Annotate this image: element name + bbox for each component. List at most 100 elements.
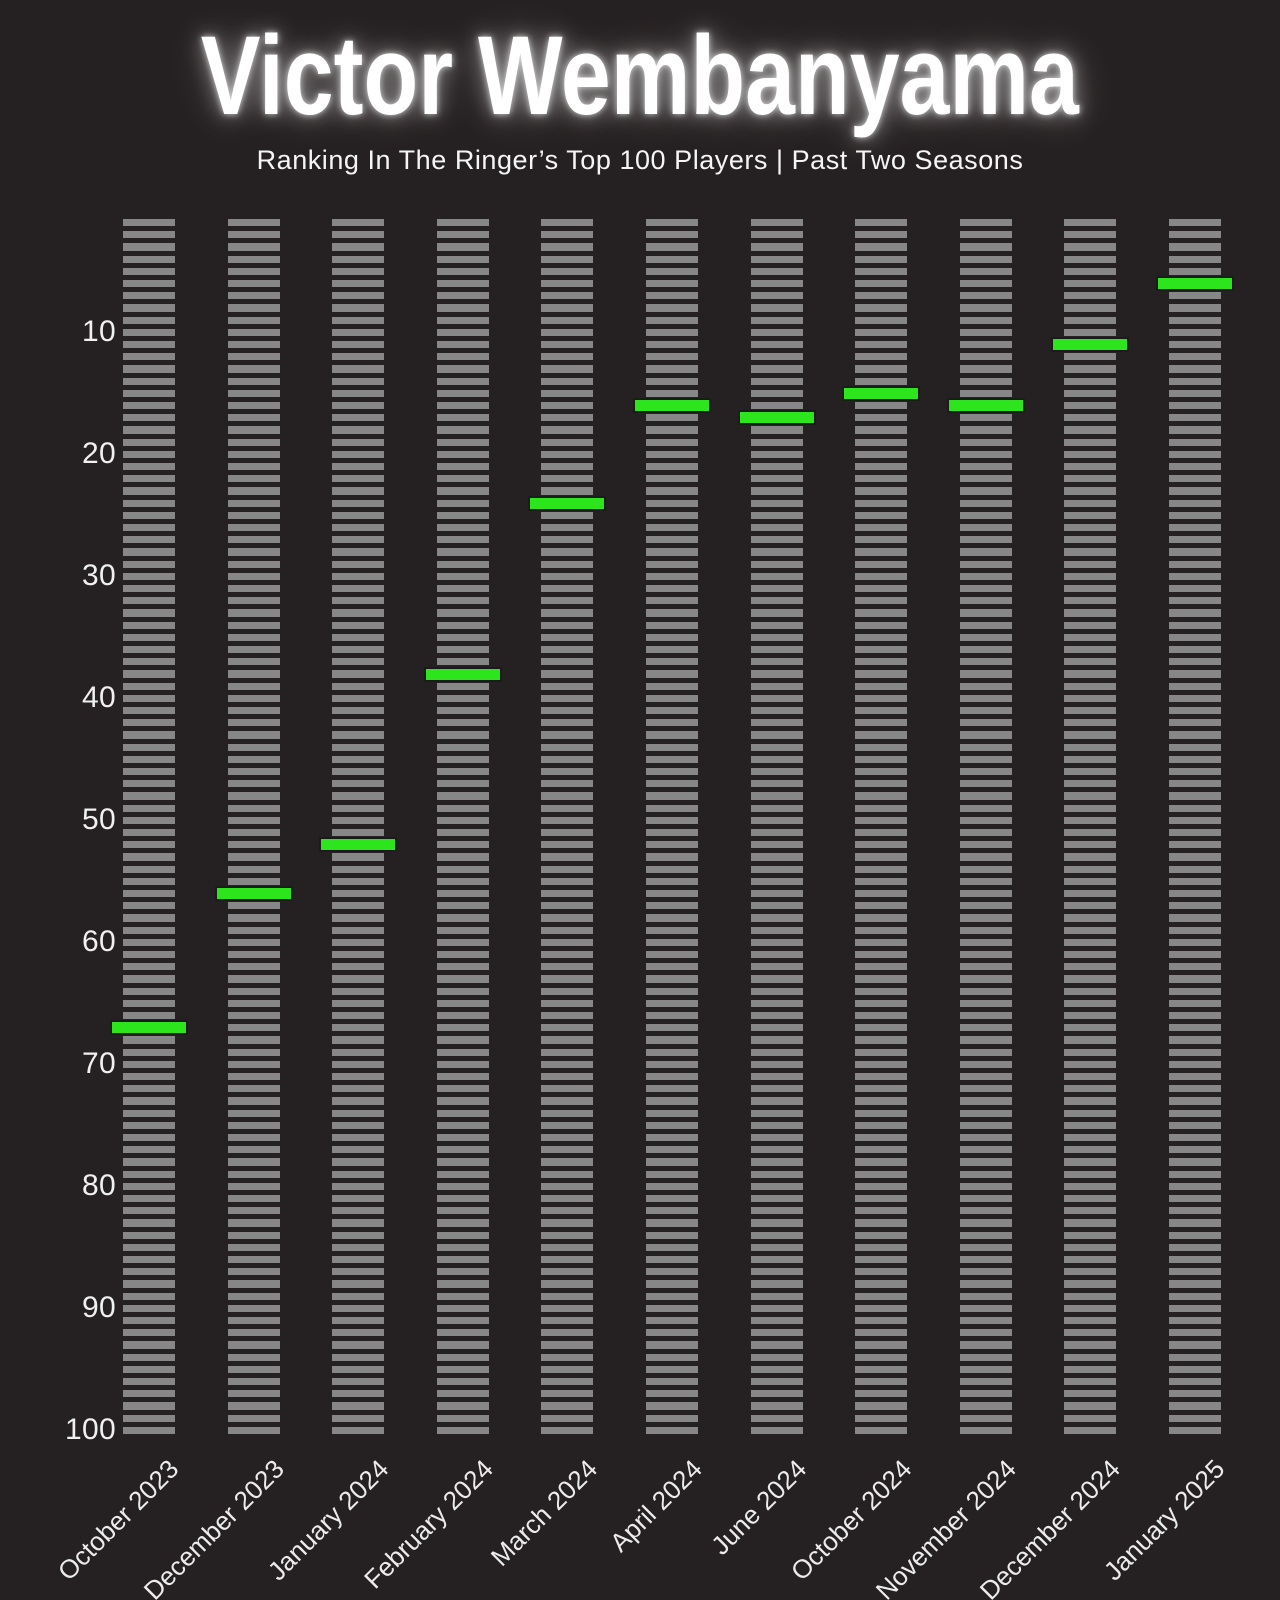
rank-rung	[436, 585, 489, 593]
rank-rung	[855, 1060, 908, 1069]
rank-rung	[855, 646, 908, 654]
rank-rung	[541, 621, 594, 629]
rank-rung	[332, 1402, 385, 1410]
rank-rung	[227, 1109, 280, 1117]
rank-rung	[646, 511, 698, 520]
rank-rung	[123, 780, 175, 788]
rank-rung	[332, 255, 385, 263]
rank-rung	[855, 1268, 908, 1276]
rank-rung	[855, 816, 908, 825]
rank-rung	[646, 475, 698, 483]
rank-rung	[750, 280, 803, 288]
rank-rung	[646, 1146, 698, 1154]
rank-rung	[332, 1036, 385, 1044]
y-axis-tick-label: 30	[82, 559, 116, 593]
rank-rung	[855, 938, 908, 947]
rank-rung	[123, 1170, 175, 1178]
rank-rung	[227, 633, 280, 642]
rank-rung	[750, 353, 803, 361]
rank-rung	[436, 755, 489, 764]
rank-rung	[959, 1219, 1012, 1227]
rank-rung	[1064, 853, 1117, 861]
rank-rung	[959, 1390, 1012, 1398]
rank-rung	[227, 341, 280, 349]
rank-rung	[541, 914, 594, 922]
rank-rung	[227, 499, 280, 507]
rank-rung	[541, 1109, 594, 1117]
rank-rung	[541, 1012, 594, 1020]
rank-rung	[855, 426, 908, 434]
rank-rung	[646, 670, 698, 678]
rank-rung	[541, 682, 594, 690]
rank-rung	[855, 536, 908, 544]
rank-rung	[959, 670, 1012, 678]
rank-rung	[123, 1048, 175, 1056]
rank-rung	[1169, 1231, 1221, 1239]
rank-rung	[855, 1207, 908, 1215]
rank-column	[1051, 219, 1130, 1435]
rank-rung	[332, 511, 385, 520]
rank-rung	[123, 951, 175, 959]
rank-rung	[541, 975, 594, 983]
rank-rung	[541, 1243, 594, 1252]
rank-rung	[436, 511, 489, 520]
rank-rung	[123, 914, 175, 922]
rank-rung	[1169, 902, 1221, 910]
rank-rung	[855, 658, 908, 666]
rank-rung	[959, 585, 1012, 593]
rank-rung	[959, 743, 1012, 751]
rank-rung	[123, 877, 175, 886]
rank-rung	[750, 1085, 803, 1093]
rank-rung	[332, 1085, 385, 1093]
rank-rung	[959, 365, 1012, 373]
rank-rung	[541, 402, 594, 410]
rank-rung	[646, 231, 698, 239]
rank-rung	[541, 389, 594, 398]
rank-rung	[1169, 475, 1221, 483]
rank-rung	[436, 1085, 489, 1093]
rank-rung	[855, 841, 908, 849]
rank-rung	[1169, 670, 1221, 678]
rank-rung	[332, 1231, 385, 1239]
rank-rung	[855, 267, 908, 276]
rank-rung	[855, 597, 908, 605]
rank-rung	[123, 731, 175, 739]
rank-rung	[227, 743, 280, 751]
rank-rung	[959, 694, 1012, 703]
rank-rung	[332, 621, 385, 629]
rank-rung	[436, 1036, 489, 1044]
rank-rung	[750, 743, 803, 751]
rank-rung	[959, 1268, 1012, 1276]
rank-rung	[750, 328, 803, 337]
rank-rung	[750, 694, 803, 703]
rank-rung	[332, 414, 385, 422]
rank-rung	[436, 475, 489, 483]
rank-rung	[750, 731, 803, 739]
rank-rung	[646, 1036, 698, 1044]
rank-rung	[227, 731, 280, 739]
rank-rung	[1064, 963, 1117, 971]
rank-rung	[541, 1268, 594, 1276]
rank-rung	[1169, 719, 1221, 727]
rank-rung	[1064, 511, 1117, 520]
rank-rung	[750, 1426, 803, 1435]
rank-rung	[959, 719, 1012, 727]
rank-rung	[541, 938, 594, 947]
rank-rung	[959, 768, 1012, 776]
rank-rung	[332, 1390, 385, 1398]
rank-rung	[436, 890, 489, 898]
rank-rung	[959, 1353, 1012, 1361]
rank-rung	[750, 243, 803, 251]
rank-rung	[227, 914, 280, 922]
rank-rung	[1169, 1146, 1221, 1154]
rank-rung	[227, 1414, 280, 1422]
rank-rung	[123, 902, 175, 910]
rank-rung	[227, 792, 280, 800]
rank-rung	[436, 1097, 489, 1105]
rank-rung	[1169, 829, 1221, 837]
rank-rung	[750, 1073, 803, 1081]
rank-rung	[750, 951, 803, 959]
rank-rung	[646, 292, 698, 300]
rank-rung	[332, 1109, 385, 1117]
rank-rung	[1169, 938, 1221, 947]
